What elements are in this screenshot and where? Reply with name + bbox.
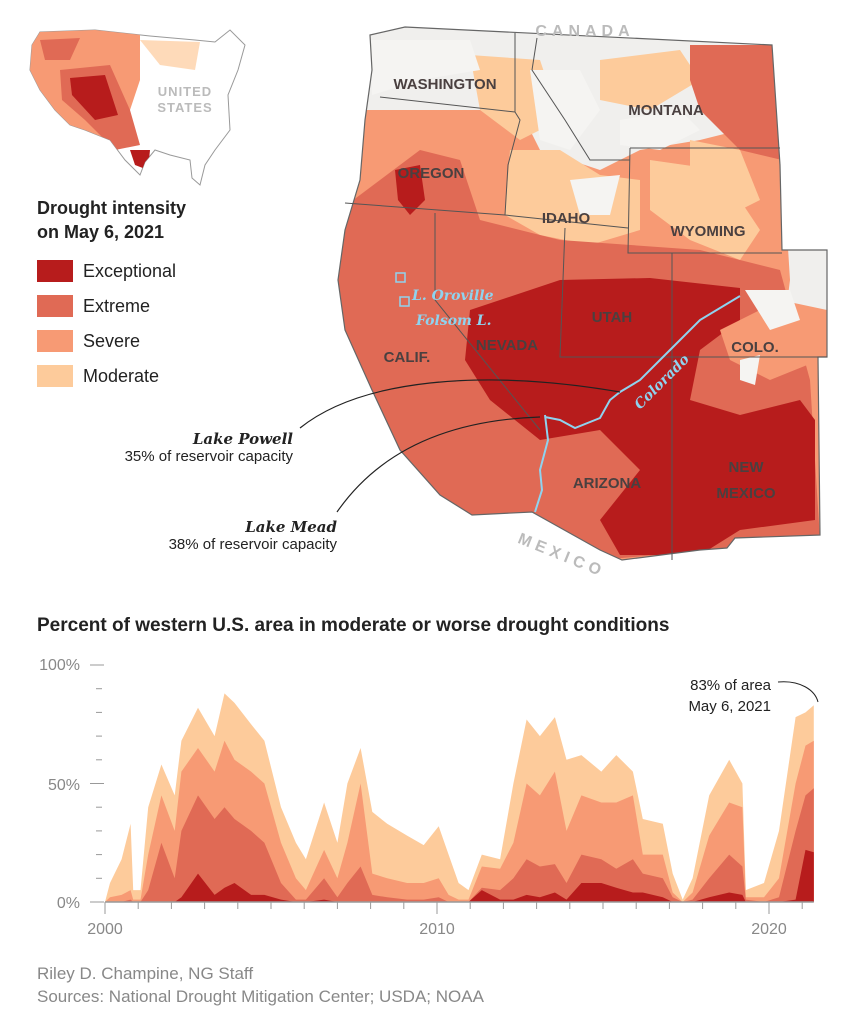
x-tick-label-2020: 2020 bbox=[751, 921, 787, 938]
colorado-river bbox=[534, 295, 741, 513]
swatch bbox=[37, 260, 73, 282]
callout-detail: 38% of reservoir capacity bbox=[168, 536, 337, 553]
legend-item-severe: Severe bbox=[37, 330, 140, 352]
border-wa-or bbox=[379, 96, 516, 113]
legend-item-moderate: Moderate bbox=[37, 365, 159, 387]
legend-title: Drought intensity on May 6, 2021 bbox=[37, 196, 257, 244]
inset-label: UNITED bbox=[158, 84, 212, 99]
y-tick-label-50: 50% bbox=[48, 777, 80, 794]
label-washington: WASHINGTON bbox=[393, 76, 496, 93]
y-tick-label-0: 0% bbox=[57, 895, 80, 912]
callout-detail: 35% of reservoir capacity bbox=[124, 448, 293, 465]
lake-folsom-icon bbox=[399, 296, 410, 307]
chart-areas bbox=[105, 693, 814, 902]
x-tick-label-2010: 2010 bbox=[419, 921, 455, 938]
callout-lake-mead: Lake Mead 38% of reservoir capacity bbox=[169, 518, 337, 553]
callout-line-mead bbox=[336, 416, 541, 513]
legend-item-extreme: Extreme bbox=[37, 295, 150, 317]
area-exceptional bbox=[105, 849, 814, 902]
label-calif: CALIF. bbox=[384, 349, 431, 366]
credit-author: Riley D. Champine, NG Staff bbox=[37, 964, 254, 983]
western-us-drought-map: CANADA MEXICO WASHINGTON MONTANA OREGON … bbox=[299, 23, 828, 581]
label-nevada: NEVADA bbox=[476, 337, 538, 354]
drought-exceptional bbox=[395, 165, 425, 215]
label-new-mexico: MEXICO bbox=[716, 485, 776, 502]
lake-oroville-icon bbox=[395, 272, 406, 283]
label-arizona: ARIZONA bbox=[573, 475, 641, 492]
legend-title-line: on May 6, 2021 bbox=[37, 222, 165, 242]
border-wy bbox=[627, 147, 782, 254]
chart-title: Percent of western U.S. area in moderate… bbox=[37, 615, 670, 636]
label-canada: CANADA bbox=[535, 23, 634, 40]
border-id-mt bbox=[531, 37, 630, 161]
legend-label: Severe bbox=[83, 330, 141, 351]
chart-axes bbox=[90, 664, 814, 914]
label-wyoming: WYOMING bbox=[671, 223, 746, 240]
legend-label: Extreme bbox=[83, 295, 151, 316]
legend-item-exceptional: Exceptional bbox=[37, 260, 176, 282]
legend-label: Exceptional bbox=[83, 260, 177, 281]
label-lake-oroville: L. Oroville bbox=[411, 288, 494, 304]
label-folsom-lake: Folsom L. bbox=[415, 313, 491, 329]
callout-name: Lake Powell bbox=[192, 430, 293, 448]
inset-exceptional bbox=[70, 75, 118, 120]
legend-label: Moderate bbox=[83, 365, 160, 386]
inset-moderate bbox=[140, 40, 200, 70]
border-ut bbox=[559, 227, 673, 358]
swatch bbox=[37, 330, 73, 352]
callout-name: Lake Mead bbox=[245, 518, 337, 536]
credit-sources: Sources: National Drought Mitigation Cen… bbox=[37, 987, 484, 1006]
area-extreme bbox=[105, 788, 814, 902]
callout-line-powell bbox=[299, 379, 621, 429]
annotation-line1: 83% of area bbox=[690, 677, 772, 694]
x-tick-label-2000: 2000 bbox=[87, 921, 123, 938]
area-severe bbox=[105, 740, 814, 902]
callout-lake-powell: Lake Powell 35% of reservoir capacity bbox=[125, 430, 293, 465]
label-oregon: OREGON bbox=[398, 165, 465, 182]
border-ca-nv bbox=[434, 213, 541, 431]
y-tick-label-100: 100% bbox=[39, 657, 80, 674]
us-inset-map: UNITED STATES bbox=[29, 29, 246, 186]
annotation-line2: May 6, 2021 bbox=[688, 698, 771, 715]
drought-extreme bbox=[690, 45, 782, 160]
label-idaho: IDAHO bbox=[542, 210, 591, 227]
inset-label: STATES bbox=[157, 100, 212, 115]
swatch bbox=[37, 295, 73, 317]
swatch bbox=[37, 365, 73, 387]
drought-moderate bbox=[505, 150, 760, 260]
legend-title-line: Drought intensity bbox=[37, 198, 186, 218]
border-id-west bbox=[504, 33, 521, 216]
label-utah: UTAH bbox=[592, 309, 633, 326]
inset-extreme bbox=[40, 38, 80, 60]
label-colo: COLO. bbox=[731, 339, 779, 356]
label-new-mexico: NEW bbox=[729, 459, 765, 476]
border-42n bbox=[344, 202, 629, 229]
drought-exceptional bbox=[465, 278, 815, 555]
state-borders bbox=[344, 33, 827, 560]
no-drought-area bbox=[370, 40, 800, 385]
label-montana: MONTANA bbox=[628, 102, 704, 119]
annotation-leader bbox=[777, 681, 819, 703]
